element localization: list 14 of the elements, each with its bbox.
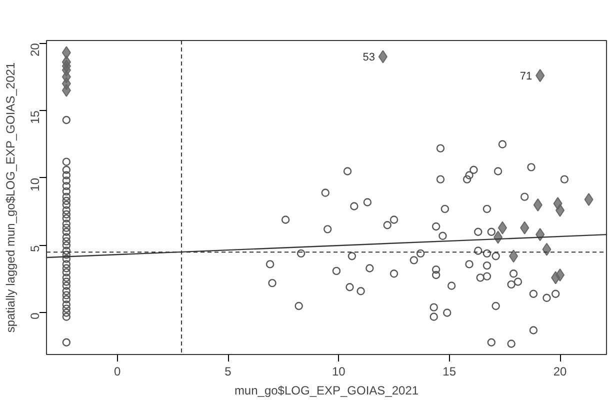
x-tick-label: 5 [224,364,232,378]
y-axis-title: spatially lagged mun_go$LOG_EXP_GOIAS_2021 [4,62,18,333]
x-tick-label: 20 [553,364,568,378]
annotation: 53 [362,52,375,64]
y-tick-label: 0 [28,312,42,320]
x-tick-label: 10 [332,364,346,378]
annotation: 71 [520,70,532,83]
x-tick-label: 0 [114,364,121,378]
y-tick-label: 10 [28,178,42,192]
y-tick-label: 5 [28,245,42,252]
y-tick-label: 15 [28,110,42,124]
x-tick-label: 15 [442,364,456,378]
y-tick-label: 20 [28,42,42,57]
x-axis-title: mun_go$LOG_EXP_GOIAS_2021 [234,384,419,398]
